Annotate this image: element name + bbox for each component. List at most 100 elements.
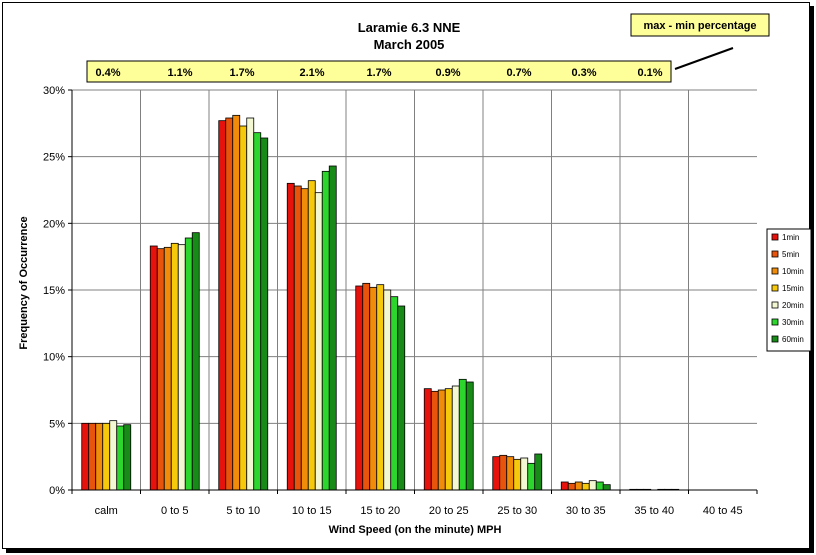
y-tick-label: 5% [49, 418, 65, 430]
y-tick-label: 30% [43, 85, 65, 97]
bar-1min [149, 245, 158, 491]
bar-1min [492, 456, 501, 491]
legend-label-20min: 20min [782, 301, 804, 310]
bar-20min [451, 385, 460, 491]
x-tick-label: 15 to 20 [360, 505, 400, 517]
chart-subtitle: March 2005 [374, 37, 445, 52]
max-min-percentage-strip [86, 60, 672, 83]
x-tick-label: 20 to 25 [429, 505, 469, 517]
chart-title: Laramie 6.3 NNE [358, 20, 461, 35]
legend-swatch-10min [771, 267, 779, 275]
bar-1min [81, 422, 90, 491]
bar-60min [534, 453, 543, 491]
max-min-percentage-label: 1.7% [229, 67, 254, 79]
bar-30min [253, 132, 262, 491]
x-tick-label: 40 to 45 [703, 505, 743, 517]
bar-1min [355, 285, 364, 491]
legend-swatch-20min [771, 301, 779, 309]
bar-5min [499, 454, 508, 491]
y-tick-label: 20% [43, 218, 65, 230]
bar-15min [444, 388, 453, 491]
legend-items: 1min 5min 10min 15min 20min 30min 60min [771, 233, 804, 344]
plot-area: 0% 5% 10% 15% 20% 25% 30% calm 0 to 5 5 to 10 10 t… [43, 85, 758, 517]
legend-label-60min: 60min [782, 335, 804, 344]
bar-10min [437, 389, 446, 491]
bar-15min [513, 458, 522, 491]
bar-15min [376, 284, 385, 491]
bar-10min [232, 114, 241, 491]
bar-1min [286, 182, 295, 491]
callout-label: max - min percentage [643, 20, 756, 32]
max-min-percentage-label: 2.1% [299, 67, 324, 79]
bar-30min [116, 425, 125, 491]
legend-label-30min: 30min [782, 318, 804, 327]
bar-30min [390, 296, 399, 491]
bar-15min [307, 180, 316, 491]
x-tick-label: 0 to 5 [161, 505, 189, 517]
bar-5min [156, 248, 165, 491]
bar-1min [423, 388, 432, 491]
max-min-percentage-label: 0.9% [435, 67, 460, 79]
legend-swatch-30min [771, 318, 779, 326]
bar-20min [520, 457, 529, 491]
max-min-percentage-label: 0.1% [637, 67, 662, 79]
chart-frame: Laramie 6.3 NNE March 2005 0.4% 1.1% 1.7% 2… [2, 2, 811, 549]
bar-30min [527, 462, 536, 491]
legend-label-1min: 1min [782, 233, 799, 242]
bar-20min [109, 420, 118, 491]
max-min-percentage-label: 1.1% [167, 67, 192, 79]
bar-5min [88, 422, 97, 491]
bar-20min [314, 192, 323, 491]
bar-1min [218, 120, 227, 491]
x-tick-label: 10 to 15 [292, 505, 332, 517]
bar-15min [581, 482, 590, 491]
bar-60min [260, 137, 269, 491]
bar-30min [458, 378, 467, 491]
bar-10min [163, 246, 172, 491]
x-tick-label: calm [95, 505, 118, 517]
bar-60min [328, 165, 337, 491]
x-axis-title: Wind Speed (on the minute) MPH [329, 524, 502, 536]
bar-60min [602, 484, 611, 491]
bar-60min [465, 381, 474, 491]
bar-15min [102, 422, 111, 491]
legend-swatch-5min [771, 250, 779, 258]
x-tick-label: 35 to 40 [634, 505, 674, 517]
bar-20min [246, 117, 255, 491]
legend-swatch-1min [771, 233, 779, 241]
max-min-percentage-label: 0.3% [571, 67, 596, 79]
max-min-percentage-labels: 0.4% 1.1% 1.7% 2.1% 1.7% 0.9% 0.7% 0.3% 0.1% [95, 67, 662, 79]
bar-15min [170, 242, 179, 491]
y-tick-label: 10% [43, 352, 65, 364]
legend-swatch-60min [771, 335, 779, 343]
max-min-percentage-label: 1.7% [366, 67, 391, 79]
bar-60min [123, 424, 132, 491]
legend-label-5min: 5min [782, 250, 799, 259]
bar-60min [191, 232, 200, 491]
bar-10min [506, 456, 515, 491]
bar-5min [362, 282, 371, 491]
bar-20min [383, 289, 392, 491]
y-tick-label: 0% [49, 485, 65, 497]
y-tick-label: 25% [43, 152, 65, 164]
callout-pointer [674, 47, 734, 70]
bar-30min [595, 481, 604, 491]
callout-box [630, 13, 770, 37]
max-min-percentage-label: 0.4% [95, 67, 120, 79]
bar-60min [397, 305, 406, 491]
bar-10min [574, 481, 583, 491]
bar-5min [430, 390, 439, 491]
bar-10min [369, 286, 378, 491]
bar-10min [300, 188, 309, 491]
bar-20min [588, 480, 597, 491]
bar-5min [293, 185, 302, 491]
max-min-percentage-label: 0.7% [506, 67, 531, 79]
x-tick-label: 25 to 30 [497, 505, 537, 517]
legend-label-15min: 15min [782, 284, 804, 293]
bar-30min [321, 170, 330, 491]
x-tick-label: 30 to 35 [566, 505, 606, 517]
y-axis-title: Frequency of Occurrence [18, 216, 30, 349]
bar-5min [567, 482, 576, 491]
x-tick-label: 5 to 10 [226, 505, 260, 517]
bar-20min [177, 244, 186, 491]
